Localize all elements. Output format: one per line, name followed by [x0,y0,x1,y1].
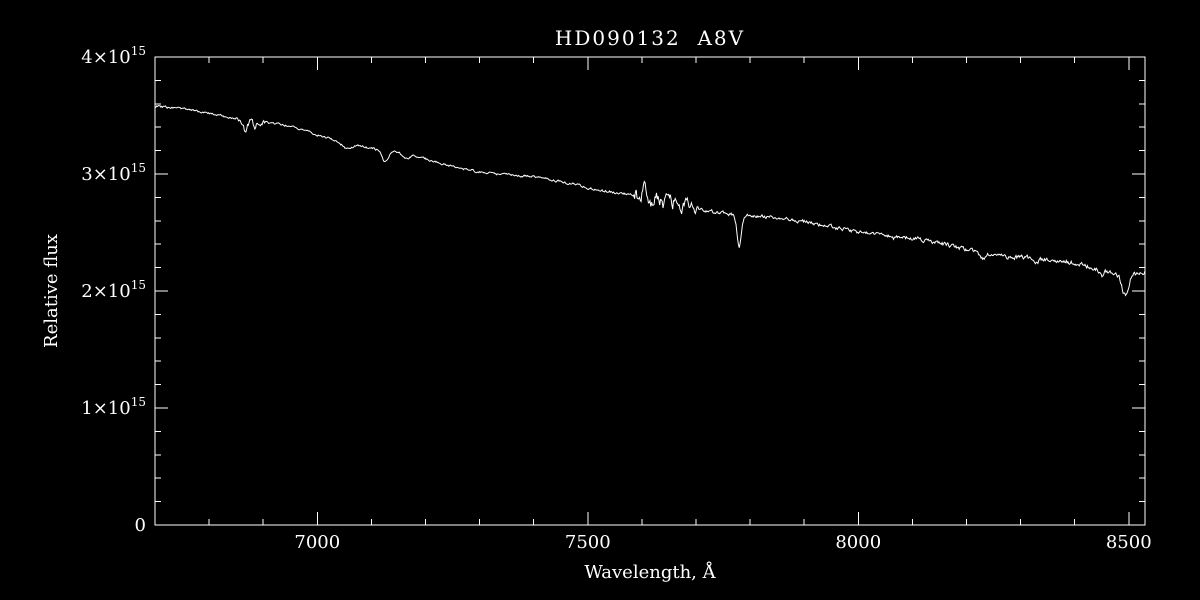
axes [154,56,1146,526]
y-axis-label: Relative flux [41,234,62,348]
x-axis-label: Wavelength, Å [584,561,716,583]
x-tick-label: 7000 [294,532,340,553]
plot-box [154,56,1146,526]
y-tick-label: 0 [135,515,146,536]
y-tick-label: 2×1015 [81,278,146,302]
y-tick-label: 3×1015 [81,161,146,185]
x-tick-label: 8000 [835,532,881,553]
x-tick-label: 8500 [1106,532,1152,553]
y-tick-label: 1×1015 [81,395,146,419]
tick-marks [154,56,1145,526]
spectrum-line [154,105,1146,297]
y-tick-label: 4×1015 [81,44,146,68]
x-tick-label: 7500 [565,532,611,553]
tick-labels: 7000 7500 8000 8500 0 1×1015 2×1015 3×1015 4×101… [81,44,1151,553]
chart-title: HD090132 A8V [555,26,745,50]
